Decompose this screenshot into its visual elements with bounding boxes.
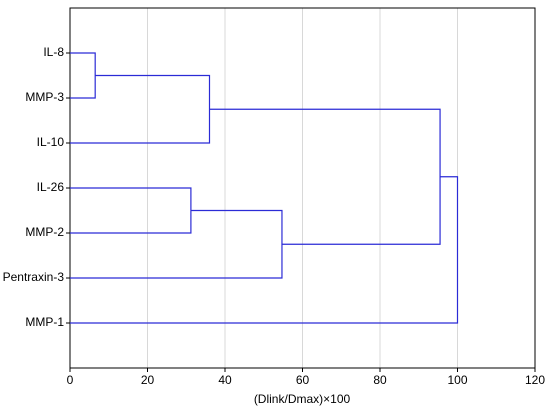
leaf-label: MMP-3 <box>25 90 64 104</box>
dendrogram-link <box>70 74 211 144</box>
leaf-label: IL-8 <box>43 45 64 59</box>
dendrogram-link <box>70 187 192 234</box>
dendrogram-link <box>70 209 283 279</box>
x-axis-label: (Dlink/Dmax)×100 <box>254 392 351 406</box>
dendrogram-link <box>70 176 459 324</box>
x-tick-label: 20 <box>141 373 155 387</box>
leaf-label: Pentraxin-3 <box>3 270 65 284</box>
x-tick-label: 0 <box>67 373 74 387</box>
dendrogram-link <box>70 52 96 99</box>
x-tick-label: 40 <box>218 373 232 387</box>
x-tick-label: 120 <box>525 373 545 387</box>
dendrogram-link <box>209 108 441 245</box>
leaf-label: MMP-1 <box>25 315 64 329</box>
leaf-label: IL-26 <box>37 180 65 194</box>
leaf-label: IL-10 <box>37 135 65 149</box>
x-tick-label: 80 <box>373 373 387 387</box>
x-tick-label: 100 <box>447 373 467 387</box>
leaf-label: MMP-2 <box>25 225 64 239</box>
x-tick-label: 60 <box>296 373 310 387</box>
